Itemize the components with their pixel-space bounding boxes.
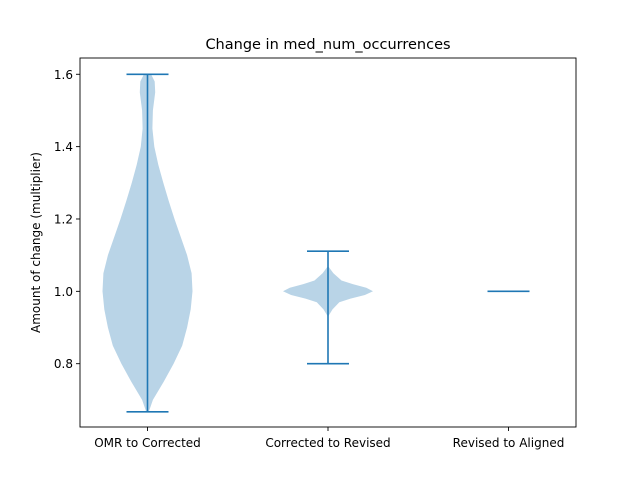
- y-tick-label: 1.2: [54, 212, 73, 226]
- violins-layer: [102, 73, 530, 413]
- chart-title: Change in med_num_occurrences: [205, 37, 450, 53]
- x-tick-label: OMR to Corrected: [94, 436, 201, 450]
- x-tick-label: Corrected to Revised: [265, 436, 390, 450]
- y-tick-label: 1.6: [54, 68, 73, 82]
- y-tick-label: 0.8: [54, 357, 73, 371]
- y-tick-label: 1.0: [54, 285, 73, 299]
- x-tick-label: Revised to Aligned: [453, 436, 565, 450]
- y-axis: 0.8 1.0 1.2 1.4 1.6: [54, 68, 80, 371]
- x-axis: OMR to Corrected Corrected to Revised Revi…: [94, 427, 564, 450]
- y-axis-label: Amount of change (multiplier): [29, 152, 43, 333]
- y-tick-label: 1.4: [54, 140, 73, 154]
